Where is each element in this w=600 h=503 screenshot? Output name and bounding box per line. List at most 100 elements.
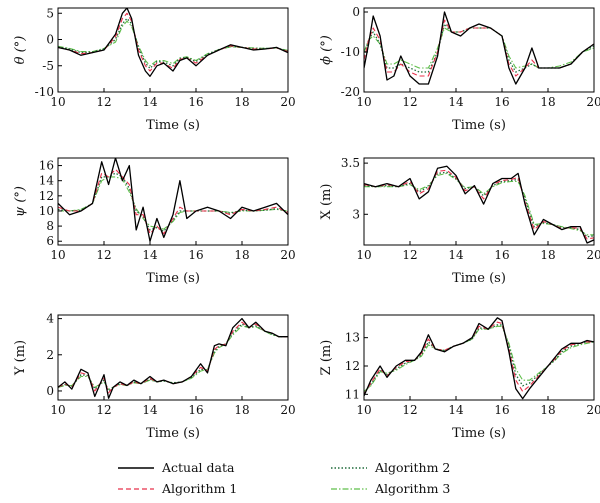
panel-6: 10 12 14 16 18 20 11 12 13 Time (s) Z (m) — [319, 314, 600, 441]
series-line-algorithm-1 — [364, 19, 594, 77]
x-axis-label: Time (s) — [452, 118, 506, 133]
panel-2: 10 12 14 16 18 20 -20 -10 0 Time (s) ϕ (°) — [319, 5, 600, 133]
series-line-algorithm-1 — [364, 169, 594, 240]
panel-5: 10 12 14 16 18 20 0 2 4 Time (s) Y (m) — [13, 312, 296, 441]
series-line-algorithm-3 — [58, 20, 288, 67]
y-tick-label: 3.5 — [341, 156, 360, 170]
y-tick-label: 4 — [46, 312, 54, 326]
x-tick-label: 16 — [494, 95, 509, 109]
y-tick-label: -20 — [341, 85, 360, 99]
y-tick-label: -5 — [42, 59, 54, 73]
panel-1: 10 12 14 16 18 20 -10 -5 0 5 Time (s) θ (°) — [13, 6, 296, 133]
plot-frame — [57, 314, 289, 401]
legend-label: Actual data — [161, 460, 235, 475]
y-axis-label: ψ (°) — [13, 186, 28, 217]
series-line-algorithm-1 — [364, 321, 594, 395]
y-tick-label: 0 — [46, 384, 54, 398]
x-tick-label: 10 — [356, 248, 371, 262]
plot-frame — [57, 157, 289, 246]
x-tick-label: 20 — [280, 248, 295, 262]
series-line-algorithm-3 — [364, 325, 594, 392]
legend: Actual data Algorithm 1 Algorithm 2 Algorit… — [118, 460, 450, 496]
x-tick-label: 10 — [356, 95, 371, 109]
x-tick-label: 12 — [96, 248, 111, 262]
x-tick-label: 12 — [402, 248, 417, 262]
y-tick-label: 0 — [46, 33, 54, 47]
y-tick-label: 0 — [352, 5, 360, 19]
y-tick-label: 14 — [39, 174, 55, 188]
y-tick-label: -10 — [341, 45, 360, 59]
x-tick-label: 20 — [586, 95, 600, 109]
y-tick-label: 8 — [46, 219, 54, 233]
series-line-algorithm-1 — [58, 168, 288, 235]
x-axis-label: Time (s) — [146, 271, 200, 286]
x-axis-label: Time (s) — [452, 271, 506, 286]
y-tick-label: 6 — [46, 234, 54, 248]
x-axis-label: Time (s) — [146, 426, 200, 441]
y-tick-label: 13 — [345, 331, 360, 345]
x-tick-label: 14 — [142, 248, 158, 262]
plot-frame — [363, 314, 595, 401]
x-tick-label: 12 — [96, 403, 111, 417]
x-tick-label: 14 — [448, 248, 464, 262]
x-axis-label: Time (s) — [452, 426, 506, 441]
plot-frame — [363, 157, 595, 246]
y-tick-label: 3 — [352, 207, 360, 221]
series-line-algorithm-2 — [364, 23, 594, 73]
x-tick-label: 18 — [540, 403, 555, 417]
plot-frame — [57, 7, 289, 93]
series-line-actual-data — [58, 158, 288, 242]
x-tick-label: 20 — [280, 95, 295, 109]
x-tick-label: 12 — [402, 95, 417, 109]
y-tick-label: -10 — [35, 85, 54, 99]
series-line-algorithm-2 — [58, 17, 288, 70]
series-line-actual-data — [364, 317, 594, 400]
y-tick-label: 12 — [345, 359, 360, 373]
series-line-algorithm-3 — [58, 325, 288, 390]
x-tick-label: 10 — [50, 248, 65, 262]
plot-frame — [363, 7, 595, 93]
x-tick-label: 12 — [96, 95, 111, 109]
y-tick-label: 12 — [39, 189, 54, 203]
x-tick-label: 20 — [280, 403, 295, 417]
series-line-algorithm-3 — [364, 27, 594, 69]
x-tick-label: 14 — [448, 95, 464, 109]
x-tick-label: 16 — [494, 403, 509, 417]
y-axis-label: Z (m) — [319, 340, 334, 376]
y-axis-label: ϕ (°) — [319, 35, 334, 65]
legend-label: Algorithm 3 — [374, 481, 450, 496]
x-tick-label: 18 — [234, 248, 249, 262]
legend-label: Algorithm 2 — [374, 460, 450, 475]
x-axis-label: Time (s) — [146, 118, 200, 133]
series-line-algorithm-2 — [364, 171, 594, 238]
x-tick-label: 16 — [188, 248, 203, 262]
x-tick-label: 18 — [234, 403, 249, 417]
x-tick-label: 18 — [234, 95, 249, 109]
x-tick-label: 10 — [356, 403, 371, 417]
series-line-algorithm-2 — [58, 323, 288, 392]
x-tick-label: 16 — [494, 248, 509, 262]
x-tick-label: 18 — [540, 95, 555, 109]
series-line-actual-data — [58, 317, 288, 399]
y-tick-label: 2 — [46, 348, 54, 362]
x-tick-label: 16 — [188, 95, 203, 109]
series-line-algorithm-1 — [58, 321, 288, 394]
series-line-algorithm-3 — [364, 172, 594, 236]
x-tick-label: 14 — [142, 403, 158, 417]
x-tick-label: 10 — [50, 95, 65, 109]
x-tick-label: 20 — [586, 403, 600, 417]
series-line-algorithm-2 — [58, 172, 288, 233]
series-line-actual-data — [364, 165, 594, 244]
y-axis-label: Y (m) — [13, 340, 28, 376]
series-line-algorithm-1 — [58, 12, 288, 72]
y-axis-label: X (m) — [319, 184, 334, 220]
x-tick-label: 10 — [50, 403, 65, 417]
panel-4: 10 12 14 16 18 20 3 3.5 Time (s) X (m) — [319, 156, 600, 286]
series-line-algorithm-2 — [364, 324, 594, 394]
series-line-actual-data — [58, 8, 288, 77]
x-tick-label: 20 — [586, 248, 600, 262]
x-tick-label: 12 — [402, 403, 417, 417]
y-tick-label: 5 — [46, 6, 54, 20]
